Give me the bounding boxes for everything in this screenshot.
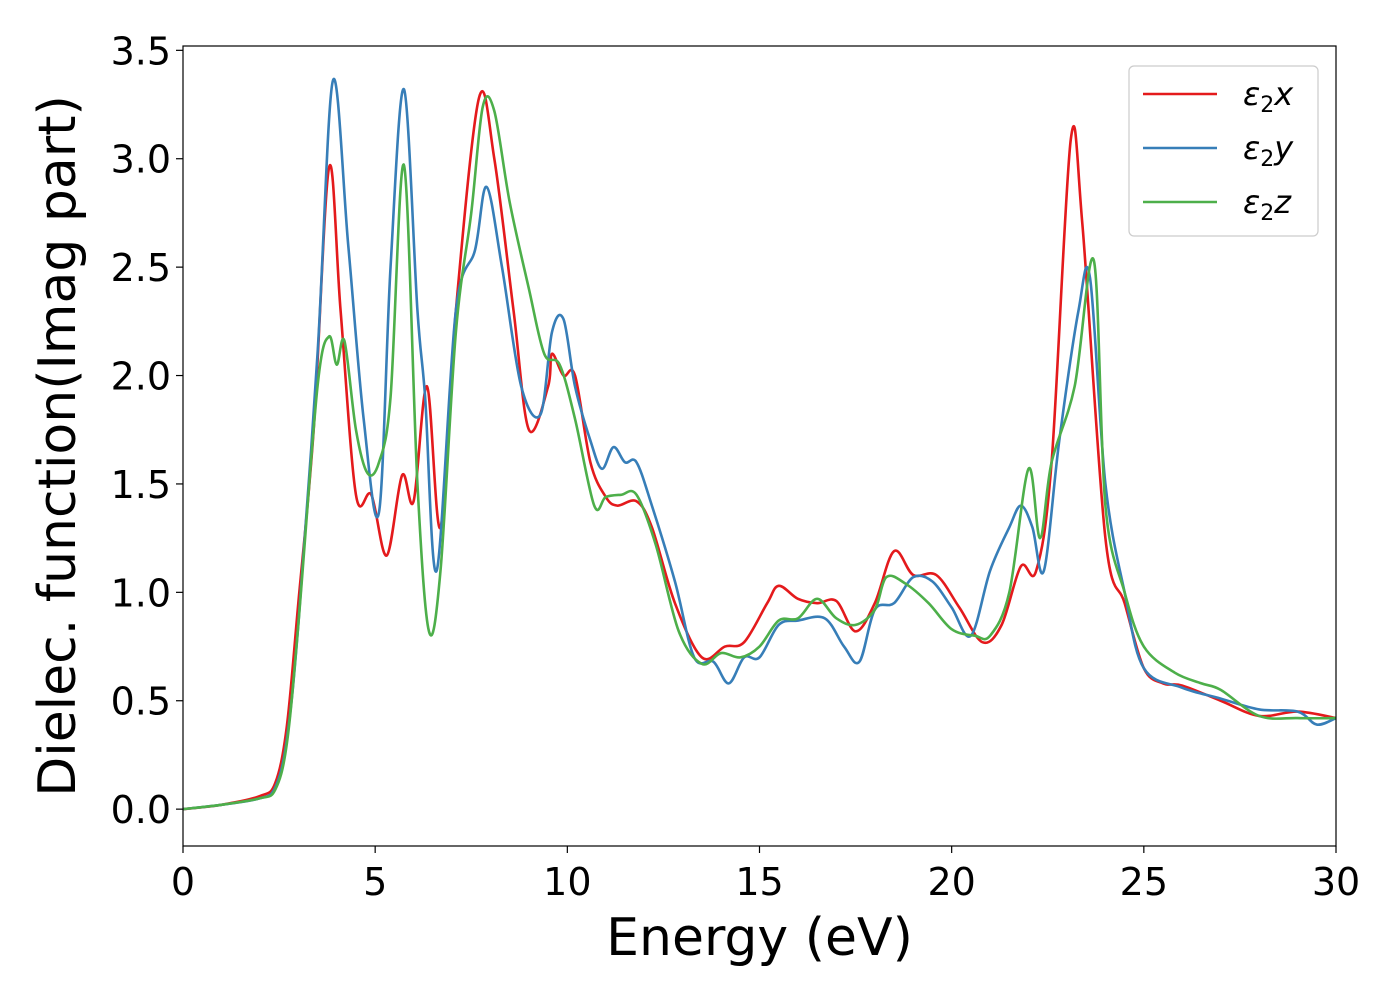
legend-box [1128, 65, 1319, 237]
x-tick-label: 20 [927, 860, 975, 904]
series-layer [183, 77, 1336, 811]
x-tick-label: 5 [363, 860, 387, 904]
series-line-x [183, 89, 1336, 811]
y-tick-label: 0.5 [111, 680, 171, 724]
y-tick-label: 1.5 [111, 463, 171, 507]
legend-label-x: ε2x [1243, 75, 1294, 118]
legend-label-z: ε2z [1243, 183, 1292, 226]
x-tick-label: 10 [543, 860, 591, 904]
legend: ε2x ε2y ε2z [1128, 65, 1319, 237]
series-line-z [183, 95, 1336, 811]
y-tick-label: 2.5 [111, 246, 171, 290]
y-axis-ticks: 0.0 0.5 1.0 1.5 2.0 2.5 3.0 3.5 [111, 29, 183, 832]
y-tick-label: 1.0 [111, 571, 171, 615]
legend-label-y: ε2y [1243, 129, 1294, 172]
x-tick-label: 0 [171, 860, 195, 904]
y-tick-label: 3.5 [111, 29, 171, 73]
y-tick-label: 3.0 [111, 138, 171, 182]
x-tick-label: 30 [1312, 860, 1360, 904]
y-axis-title: Dielec. function(Imag part) [28, 95, 88, 797]
x-tick-label: 25 [1120, 860, 1168, 904]
y-tick-label: 0.0 [111, 788, 171, 832]
x-tick-label: 15 [735, 860, 783, 904]
x-axis-ticks: 0 5 10 15 20 25 30 [171, 846, 1360, 904]
x-axis-title: Energy (eV) [606, 908, 913, 968]
y-tick-label: 2.0 [111, 355, 171, 399]
